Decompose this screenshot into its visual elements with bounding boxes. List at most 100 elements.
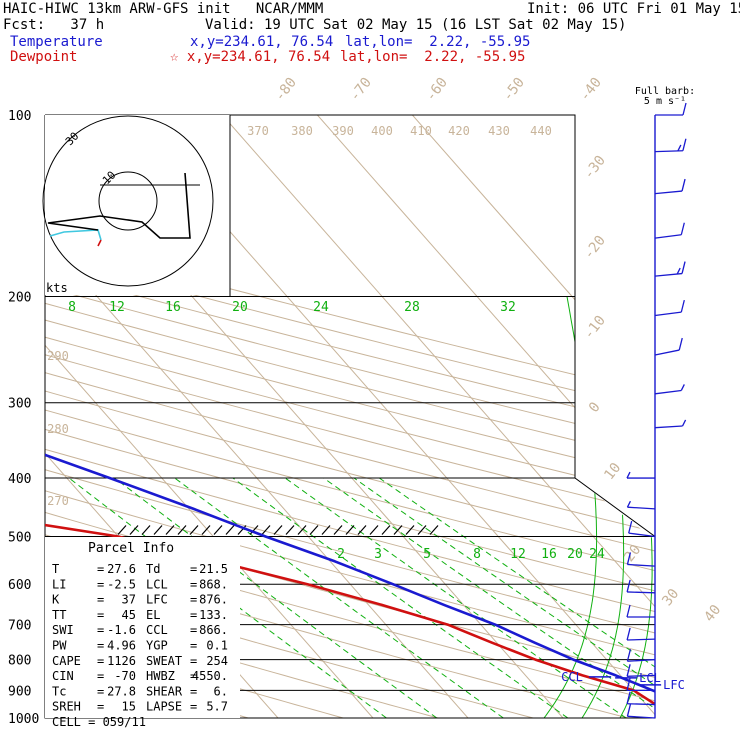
- parcel-param-value: 876.: [199, 593, 228, 607]
- wind-barb-staff: [654, 389, 682, 395]
- parcel-param-name: LAPSE: [146, 700, 182, 714]
- freezing-hatch: [177, 525, 187, 535]
- parcel-param-value: 21.5: [199, 562, 228, 576]
- isotherm-label: -20: [581, 233, 609, 263]
- parcel-info-box: [45, 537, 240, 718]
- moist-adiabat: [712, 297, 740, 719]
- parcel-param-name: CIN: [52, 669, 74, 683]
- pressure-label: 400: [8, 472, 31, 487]
- wind-barb-staff: [627, 715, 656, 719]
- parcel-equals: =: [97, 669, 104, 683]
- parcel-param-value: 15: [122, 700, 136, 714]
- chart-title: HAIC-HIWC 13km ARW-GFS init NCAR/MMM: [3, 1, 324, 17]
- isotherm-line: [45, 115, 385, 718]
- dry-adiabat: [45, 115, 655, 718]
- parcel-param-value: 27.8: [107, 684, 136, 698]
- moist-adiabat-label: 8: [68, 300, 76, 315]
- dry-adiabat: [45, 115, 655, 718]
- freezing-hatch: [249, 525, 259, 535]
- isotherm-line: [0, 87, 4, 730]
- hodograph-background: [45, 115, 230, 295]
- parcel-equals: =: [190, 593, 197, 607]
- wind-barb-flag: [680, 222, 685, 235]
- parcel-info-title: Parcel Info: [88, 541, 174, 556]
- isotherm-label: 30: [659, 586, 682, 609]
- moist-adiabat: [543, 296, 598, 718]
- theta-label: 370: [247, 124, 269, 138]
- moist-adiabat-label: 16: [165, 300, 181, 315]
- parcel-param-value: 27.6: [107, 562, 136, 576]
- parcel-param-name: YGP: [146, 639, 168, 653]
- freezing-hatch: [429, 525, 439, 535]
- pressure-label: 500: [8, 530, 31, 545]
- dry-adiabat: [45, 115, 655, 718]
- parcel-equals: =: [190, 669, 197, 683]
- parcel-cell: CELL = 059/11: [52, 715, 146, 729]
- parcel-equals: =: [190, 608, 197, 622]
- wind-barb-staff: [627, 638, 656, 641]
- parcel-param-name: Tc: [52, 684, 66, 698]
- moist-adiabat-label: 28: [404, 300, 420, 315]
- wind-barb-flag: [626, 627, 631, 641]
- wind-barb-flag: [681, 261, 686, 274]
- wind-barb-staff: [654, 349, 680, 356]
- theta-label: 430: [488, 124, 510, 138]
- freezing-hatch: [213, 525, 223, 535]
- dry-adiabat: [45, 115, 486, 718]
- isotherm-label: -40: [577, 75, 605, 105]
- isotherm-line: [387, 115, 655, 718]
- isotherm-label: -10: [581, 313, 609, 343]
- mixing-ratio-label: 24: [589, 547, 605, 562]
- isotherm-label: -70: [347, 75, 375, 105]
- parcel-param-value: 254: [206, 654, 228, 668]
- mixing-ratio-label: 8: [473, 547, 481, 562]
- moist-adiabat: [680, 297, 714, 719]
- theta-label: 380: [291, 124, 313, 138]
- parcel-param-value: 866.: [199, 623, 228, 637]
- freezing-hatch: [261, 525, 271, 535]
- pressure-label: 100: [8, 109, 31, 124]
- parcel-param-name: SHEAR: [146, 684, 183, 698]
- dry-adiabat: [45, 115, 655, 718]
- hodograph-trace: [47, 172, 191, 239]
- parcel-param-value: -2.5: [107, 577, 136, 591]
- parcel-param-name: LCL: [146, 577, 168, 591]
- parcel-equals: =: [190, 700, 197, 714]
- hodograph-ring-outer: [42, 115, 214, 287]
- freezing-hatch: [117, 525, 127, 535]
- pressure-label: 1000: [8, 712, 39, 727]
- theta-label-left: 290: [47, 349, 69, 363]
- parcel-param-name: CAPE: [52, 654, 81, 668]
- wind-barb-flag: [680, 299, 685, 313]
- freezing-hatch: [405, 525, 415, 535]
- wind-barb-flag: [681, 419, 687, 427]
- dry-adiabat: [45, 115, 655, 718]
- parcel-equals: =: [190, 654, 197, 668]
- wind-barb-staff: [654, 234, 682, 239]
- parcel-equals: =: [97, 700, 104, 714]
- forecast-hour: Fcst: 37 h: [3, 17, 105, 33]
- wind-barb-staff: [627, 674, 656, 677]
- wind-barb-flag: [626, 500, 632, 508]
- mixing-ratio-label: 20: [567, 547, 583, 562]
- freezing-hatch: [345, 525, 355, 535]
- wind-barb-staff: [654, 425, 683, 429]
- parcel-param-name: SREH: [52, 700, 81, 714]
- theta-label: 440: [530, 124, 552, 138]
- mixing-ratio-line: [323, 477, 655, 718]
- wind-barb-flag: [626, 471, 631, 479]
- theta-label-left: 280: [47, 422, 69, 436]
- parcel-param-value: 868.: [199, 577, 228, 591]
- wind-barb-flag: [681, 178, 686, 192]
- parcel-param-value: 6.: [214, 684, 228, 698]
- parcel-equals: =: [97, 593, 104, 607]
- dry-adiabat: [45, 115, 655, 718]
- wind-barb-staff: [627, 563, 656, 567]
- isotherm-label: -80: [272, 75, 300, 105]
- parcel-param-name: TT: [52, 608, 66, 622]
- isotherm-label: 10: [601, 460, 624, 483]
- hodograph-trace-low: [49, 229, 102, 241]
- mixing-ratio-label: 3: [374, 547, 382, 562]
- dry-adiabat: [45, 115, 655, 718]
